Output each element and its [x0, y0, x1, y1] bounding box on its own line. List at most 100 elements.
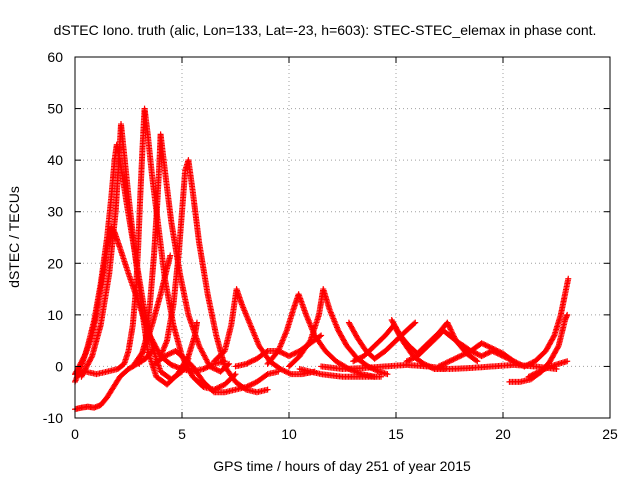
data-point-marker — [352, 356, 359, 363]
data-point-marker — [545, 364, 552, 371]
data-point-marker — [443, 359, 450, 366]
data-point-marker — [462, 350, 469, 357]
data-point-marker — [203, 364, 210, 371]
data-point-marker — [455, 353, 462, 360]
data-point-marker — [201, 365, 208, 372]
data-point-marker — [355, 355, 362, 362]
data-point-marker — [249, 380, 256, 387]
data-point-marker — [522, 362, 529, 369]
data-point-marker — [445, 320, 452, 327]
data-point-marker — [536, 368, 543, 375]
data-point-marker — [483, 350, 490, 357]
y-tick-label: 0 — [55, 358, 63, 374]
series-arc-9 — [151, 347, 282, 396]
data-point-marker — [485, 343, 492, 350]
data-point-marker — [287, 352, 294, 359]
data-point-marker — [264, 386, 271, 393]
data-point-marker — [544, 364, 551, 371]
data-point-marker — [410, 355, 417, 362]
data-point-marker — [441, 360, 448, 367]
data-point-marker — [280, 350, 287, 357]
data-point-marker — [279, 349, 286, 356]
data-point-marker — [411, 320, 418, 327]
data-point-marker — [358, 354, 365, 361]
data-point-marker — [474, 358, 481, 365]
data-point-marker — [453, 355, 460, 362]
data-point-marker — [212, 366, 219, 373]
data-point-marker — [482, 342, 489, 349]
data-point-marker — [168, 349, 175, 356]
data-point-marker — [243, 360, 250, 367]
data-point-marker — [565, 275, 572, 282]
y-axis-title: dSTEC / TECUs — [6, 186, 22, 288]
y-tick-label: 50 — [47, 101, 63, 117]
data-point-marker — [292, 349, 299, 356]
data-point-marker — [450, 356, 457, 363]
data-point-marker — [281, 351, 288, 358]
x-tick-label: 20 — [495, 426, 511, 442]
data-point-marker — [88, 354, 95, 361]
data-point-marker — [457, 353, 464, 360]
data-point-marker — [475, 351, 482, 358]
data-point-marker — [226, 360, 233, 367]
data-point-marker — [164, 351, 171, 358]
data-point-marker — [445, 322, 452, 329]
y-tick-label: 20 — [47, 255, 63, 271]
data-point-marker — [251, 380, 258, 387]
data-point-marker — [541, 366, 548, 373]
data-point-marker — [306, 338, 313, 345]
data-point-marker — [209, 364, 216, 371]
data-point-marker — [283, 351, 290, 358]
data-point-marker — [213, 366, 220, 373]
data-point-marker — [528, 360, 535, 367]
x-tick-label: 15 — [388, 426, 404, 442]
data-point-marker — [458, 352, 465, 359]
data-point-marker — [525, 373, 532, 380]
data-point-marker — [447, 326, 454, 333]
data-point-marker — [537, 367, 544, 374]
y-tick-label: 60 — [47, 49, 63, 65]
data-point-marker — [446, 358, 453, 365]
data-point-marker — [490, 346, 497, 353]
data-point-marker — [216, 384, 223, 391]
data-point-marker — [285, 369, 292, 376]
data-point-marker — [161, 353, 168, 360]
data-point-marker — [243, 384, 250, 391]
data-point-marker — [248, 358, 255, 365]
data-point-marker — [167, 350, 174, 357]
chart-title: dSTEC Iono. truth (alic, Lon=133, Lat=-2… — [54, 22, 597, 38]
data-point-marker — [524, 362, 531, 369]
series-arc-8 — [157, 157, 271, 396]
data-point-marker — [412, 319, 419, 326]
data-point-marker — [525, 361, 532, 368]
data-point-marker — [290, 351, 297, 358]
data-point-marker — [448, 329, 455, 336]
data-point-marker — [263, 348, 270, 355]
data-point-marker — [494, 347, 501, 354]
y-tick-label: -10 — [43, 410, 63, 426]
data-point-marker — [527, 373, 534, 380]
series-arc-23 — [525, 358, 571, 380]
data-point-marker — [487, 344, 494, 351]
data-point-marker — [248, 381, 255, 388]
data-point-marker — [479, 352, 486, 359]
data-point-marker — [245, 359, 252, 366]
data-point-marker — [486, 349, 493, 356]
data-point-marker — [318, 332, 325, 339]
data-point-marker — [291, 350, 298, 357]
data-point-marker — [278, 366, 285, 373]
data-point-marker — [288, 351, 295, 358]
x-axis-title: GPS time / hours of day 251 of year 2015 — [213, 458, 471, 474]
data-point-marker — [497, 349, 504, 356]
data-point-marker — [526, 360, 533, 367]
data-series — [72, 105, 572, 413]
data-point-marker — [493, 347, 500, 354]
data-point-marker — [351, 357, 358, 364]
data-point-marker — [165, 351, 172, 358]
data-point-marker — [354, 356, 361, 363]
data-point-marker — [244, 383, 251, 390]
data-point-marker — [247, 382, 254, 389]
data-point-marker — [481, 351, 488, 358]
data-point-marker — [445, 358, 452, 365]
data-point-marker — [219, 382, 226, 389]
